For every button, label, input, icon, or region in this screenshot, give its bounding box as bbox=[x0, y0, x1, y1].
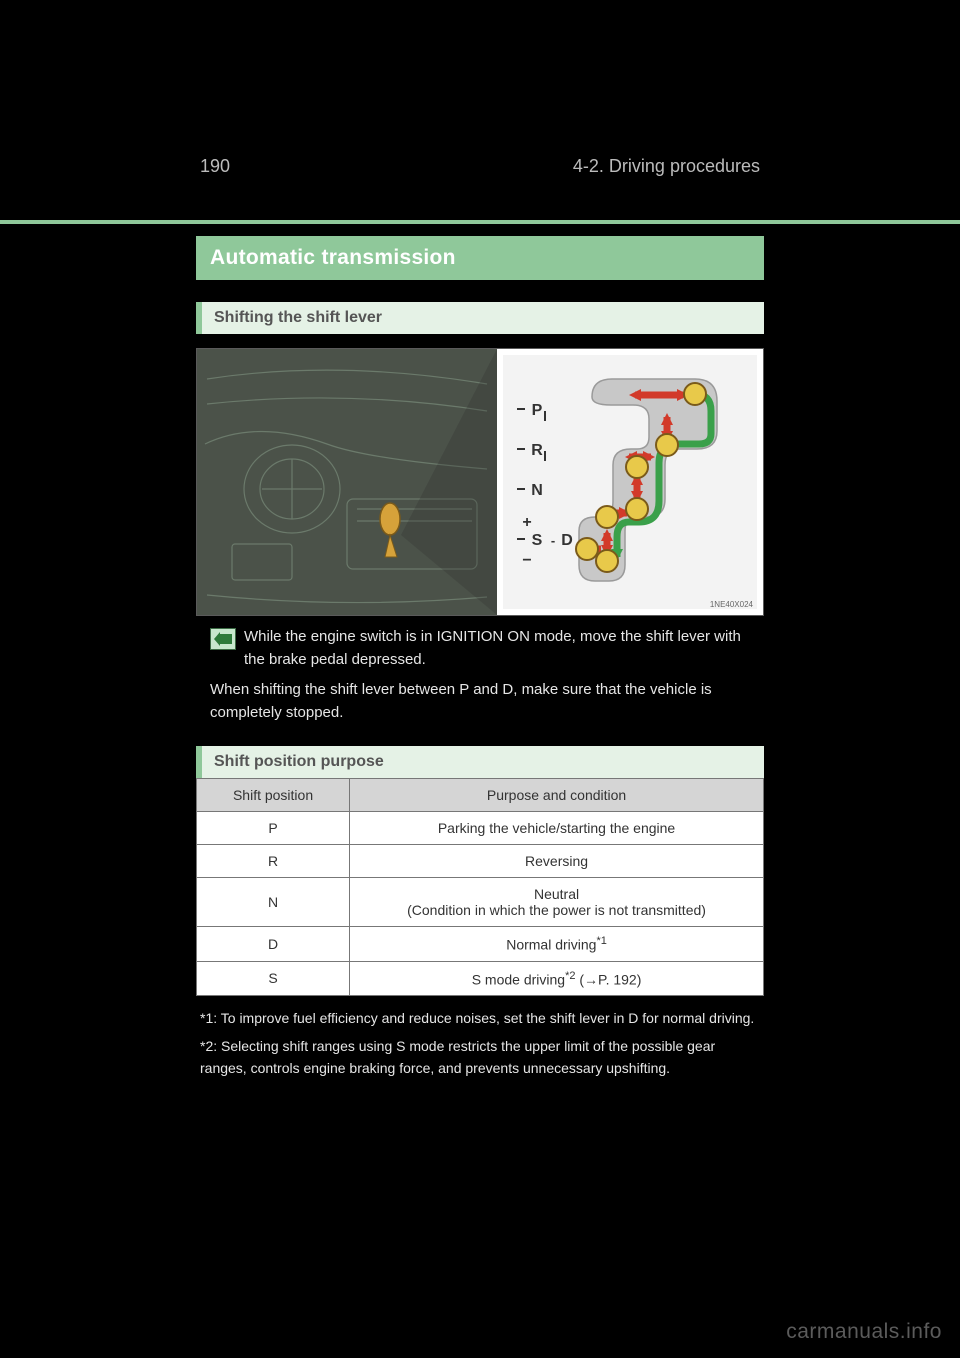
cell-desc: Parking the vehicle/starting the engine bbox=[350, 812, 764, 845]
col-header-purpose: Purpose and condition bbox=[350, 779, 764, 812]
footnote-text: Selecting shift ranges using S mode rest… bbox=[200, 1038, 715, 1076]
gate-label-s: S bbox=[532, 532, 543, 549]
gate-label-d: D bbox=[561, 532, 573, 549]
cell-desc: Neutral (Condition in which the power is… bbox=[350, 878, 764, 927]
table-row: P Parking the vehicle/starting the engin… bbox=[197, 812, 764, 845]
footnotes: *1: To improve fuel efficiency and reduc… bbox=[196, 1008, 764, 1079]
gate-label-n: N bbox=[531, 482, 543, 499]
attention-arrow-icon bbox=[210, 628, 236, 650]
page-header: 190 4-2. Driving procedures bbox=[0, 156, 960, 177]
arrow-text: While the engine switch is in IGNITION O… bbox=[244, 626, 760, 671]
table-row: D Normal driving*1 bbox=[197, 927, 764, 962]
cell-pos: D bbox=[197, 927, 350, 962]
cell-pos: N bbox=[197, 878, 350, 927]
gate-minus-icon: − bbox=[522, 552, 531, 569]
footnote-label: *1: bbox=[200, 1010, 217, 1026]
illustration-svg: P R N S - D + − bbox=[197, 349, 763, 615]
footnote-text: To improve fuel efficiency and reduce no… bbox=[221, 1010, 755, 1026]
table-row: N Neutral (Condition in which the power … bbox=[197, 878, 764, 927]
gate-label-p: P bbox=[532, 402, 543, 419]
divider-rule bbox=[0, 220, 960, 224]
col-header-position: Shift position bbox=[197, 779, 350, 812]
illustration: P R N S - D + − bbox=[196, 348, 764, 616]
cell-pos: R bbox=[197, 845, 350, 878]
cell-desc: Reversing bbox=[350, 845, 764, 878]
section-heading-purpose: Shift position purpose bbox=[196, 746, 764, 778]
illustration-code: 1NE40X024 bbox=[710, 600, 754, 609]
cell-pos: P bbox=[197, 812, 350, 845]
svg-text:-: - bbox=[551, 533, 555, 548]
page-number: 190 bbox=[200, 156, 230, 177]
cell-desc: Normal driving*1 bbox=[350, 927, 764, 962]
shift-position-table: Shift position Purpose and condition P P… bbox=[196, 778, 764, 996]
breadcrumb: 4-2. Driving procedures bbox=[573, 156, 760, 177]
section-heading-shifting: Shifting the shift lever bbox=[196, 302, 764, 334]
page-title: Automatic transmission bbox=[196, 236, 764, 280]
gate-label-r: R bbox=[531, 442, 543, 459]
main-content: Automatic transmission Shifting the shif… bbox=[196, 236, 764, 1079]
table-row: S S mode driving*2 (→P. 192) bbox=[197, 961, 764, 996]
watermark: carmanuals.info bbox=[786, 1320, 942, 1344]
footnote-label: *2: bbox=[200, 1038, 217, 1054]
cell-desc: S mode driving*2 (→P. 192) bbox=[350, 961, 764, 996]
cell-pos: S bbox=[197, 961, 350, 996]
table-row: R Reversing bbox=[197, 845, 764, 878]
arrow-note: When shifting the shift lever between P … bbox=[210, 679, 760, 724]
gate-plus-icon: + bbox=[522, 514, 531, 531]
